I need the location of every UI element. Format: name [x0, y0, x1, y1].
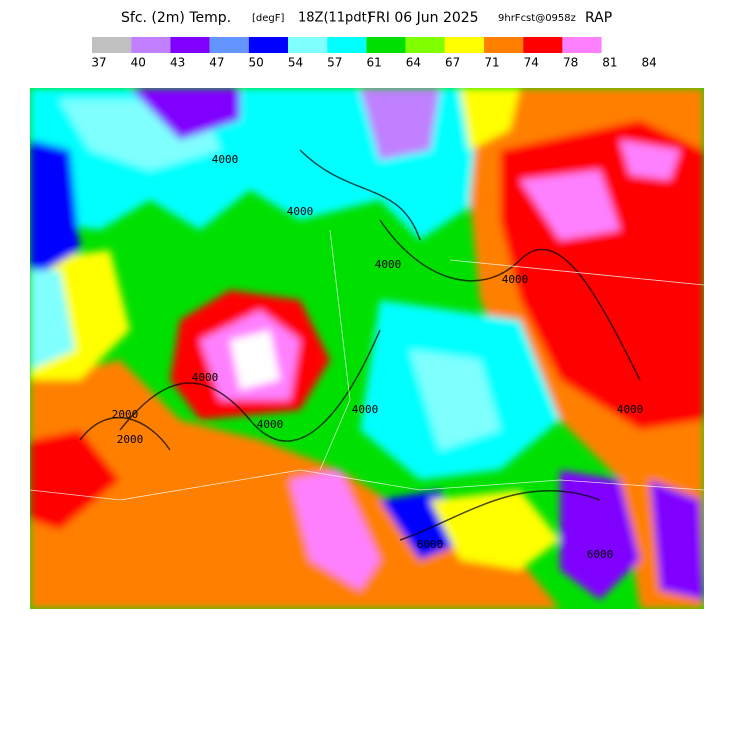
color-swatch — [248, 37, 288, 53]
contour-label: 6000 — [417, 538, 444, 551]
color-swatch — [523, 37, 563, 53]
colorbar-label: 61 — [366, 56, 381, 70]
colorbar-label: 78 — [563, 56, 578, 70]
color-swatch — [209, 37, 249, 53]
colorbar-label: 40 — [131, 56, 146, 70]
colorbar-label: 64 — [406, 56, 421, 70]
color-swatch — [288, 37, 328, 53]
colorbar-label: 37 — [91, 56, 106, 70]
color-swatch — [327, 37, 367, 53]
contour-label: 4000 — [502, 273, 529, 286]
title-segment: FRI 06 Jun 2025 — [368, 10, 479, 26]
colorbar-label: 50 — [249, 56, 264, 70]
color-swatch — [444, 37, 484, 53]
title-segment: [degF] — [252, 13, 285, 24]
colorbar-label: 84 — [642, 56, 657, 70]
color-swatch — [405, 37, 445, 53]
color-swatch — [366, 37, 406, 53]
colorbar-label: 74 — [524, 56, 539, 70]
title-segment: RAP — [585, 10, 612, 26]
contour-label: 4000 — [257, 418, 284, 431]
contour-label: 4000 — [352, 403, 379, 416]
contour-label: 4000 — [287, 205, 314, 218]
colorbar-label: 71 — [484, 56, 499, 70]
contour-label: 4000 — [375, 258, 402, 271]
color-swatch — [131, 37, 171, 53]
colorbar-label: 67 — [445, 56, 460, 70]
title-segment: Sfc. (2m) Temp. — [121, 10, 231, 26]
title-segment: 9hrFcst@0958z — [498, 13, 576, 24]
contour-label: 4000 — [192, 371, 219, 384]
colorbar-label: 57 — [327, 56, 342, 70]
colorbar: 37 40 43 47 50 54 57 61 64 67 71 74 78 81 84 — [91, 37, 657, 70]
contour-label: 2000 — [117, 433, 144, 446]
colorbar-label: 43 — [170, 56, 185, 70]
contour-label: 6000 — [587, 548, 614, 561]
contour-label: 4000 — [617, 403, 644, 416]
color-swatch — [484, 37, 524, 53]
color-swatch — [92, 37, 132, 53]
contour-label: 2000 — [112, 408, 139, 421]
title-segment: 18Z(11pdt) — [298, 11, 372, 26]
contour-label: 4000 — [212, 153, 239, 166]
colorbar-label: 54 — [288, 56, 303, 70]
temperature-map: 4000 4000 2000 2000 4000 4000 4000 4000 4000 6000… — [30, 88, 704, 609]
contour-labels: 4000 4000 2000 2000 4000 4000 4000 4000 4000 6000… — [112, 153, 644, 561]
colorbar-label: 47 — [209, 56, 224, 70]
color-swatch — [562, 37, 602, 53]
header: Sfc. (2m) Temp. [degF] 18Z(11pdt)FRI 06 Ju… — [121, 10, 612, 26]
colorbar-label: 81 — [602, 56, 617, 70]
color-swatch — [170, 37, 210, 53]
